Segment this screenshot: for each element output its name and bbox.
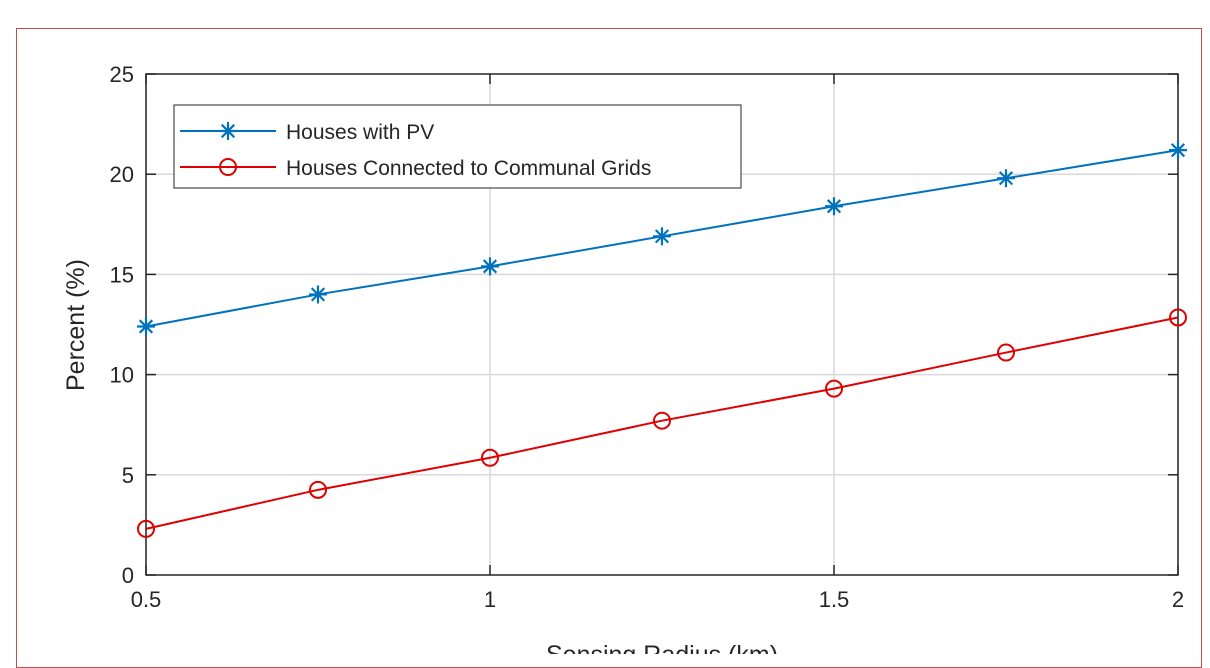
legend-marker-communal-grids	[219, 158, 237, 176]
y-axis-label: Percent (%)	[62, 259, 90, 391]
y-tick-label: 20	[110, 162, 134, 187]
series-0-point	[653, 227, 671, 246]
legend-marker-symbol	[219, 122, 237, 140]
y-tick-label: 25	[110, 62, 134, 87]
series-1-point	[997, 343, 1015, 362]
series-0-point	[481, 257, 499, 276]
series-layer	[137, 141, 1187, 538]
legend-box	[173, 104, 742, 189]
x-tick-label: 1	[484, 587, 496, 612]
series-1-point	[481, 448, 499, 467]
x-tick-label: 2	[1172, 587, 1184, 612]
x-axis-label: Sensing Radius (km)	[546, 641, 778, 654]
legend-marker-pv	[219, 122, 237, 140]
legend-label-communal-grids: Houses Connected to Communal Grids	[286, 157, 651, 180]
y-tick-label: 5	[122, 463, 134, 488]
series-0-point	[137, 317, 155, 336]
series-1-point	[825, 379, 843, 398]
series-0-point	[309, 285, 327, 304]
legend: Houses with PV Houses Connected to Commu…	[173, 104, 742, 189]
series-1-point	[309, 480, 327, 499]
x-tick-label: 0.5	[131, 587, 162, 612]
series-0-point	[825, 197, 843, 216]
series-1-point	[1169, 308, 1187, 327]
y-tick-label: 10	[110, 363, 134, 388]
legend-marker-symbol	[219, 158, 237, 176]
y-tick-label: 15	[110, 262, 134, 287]
series-1-point	[653, 411, 671, 430]
series-1-point	[137, 519, 155, 538]
x-tick-label: 1.5	[819, 587, 850, 612]
series-line-1	[145, 316, 1179, 530]
legend-label-pv: Houses with PV	[286, 121, 434, 144]
series-0-point	[1169, 141, 1187, 160]
y-tick-label: 0	[122, 563, 134, 588]
series-0-point	[997, 169, 1015, 188]
